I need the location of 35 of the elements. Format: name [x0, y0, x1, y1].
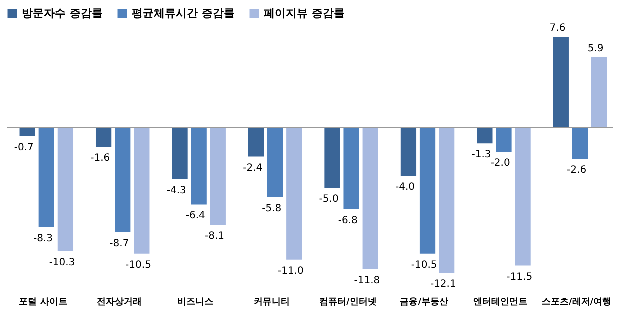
legend-label: 평균체류시간 증감률	[132, 6, 235, 20]
legend-label: 방문자수 증감률	[22, 6, 103, 20]
data-label: 5.9	[588, 43, 604, 54]
data-label: -5.0	[319, 194, 339, 205]
x-tick-label: 커뮤니티	[254, 298, 290, 308]
data-label: -8.7	[110, 238, 130, 250]
data-label: -10.5	[411, 260, 438, 271]
x-tick-label: 스포츠/레저/여행	[542, 298, 612, 308]
data-label: -11.0	[278, 266, 304, 277]
data-label: -5.8	[262, 204, 282, 215]
data-label: -4.0	[396, 182, 416, 193]
data-label: -11.5	[506, 272, 533, 283]
legend-label: 페이지뷰 증감률	[264, 6, 345, 20]
data-label: -0.7	[14, 142, 34, 154]
data-label: -2.0	[490, 158, 510, 170]
data-label: -10.3	[49, 257, 76, 268]
data-label: -12.1	[430, 279, 456, 290]
data-label: -11.8	[354, 275, 380, 286]
data-label: -8.1	[204, 231, 224, 242]
data-label: -1.6	[90, 153, 110, 164]
data-label: -10.5	[126, 260, 152, 271]
x-tick-label: 금융/부동산	[400, 298, 448, 308]
data-label: -8.3	[33, 233, 53, 244]
x-tick-label: 비즈니스	[178, 298, 214, 308]
data-label: -6.4	[186, 210, 206, 222]
data-label: -1.3	[472, 150, 492, 161]
x-tick-label: 엔터테인먼트	[474, 298, 528, 308]
data-label: -6.8	[338, 216, 358, 227]
data-label: -2.4	[243, 162, 263, 174]
data-label: -4.3	[166, 186, 186, 197]
data-label: -2.6	[567, 165, 587, 176]
data-label: 7.6	[550, 23, 566, 34]
x-tick-label: 전자상거래	[96, 298, 142, 308]
x-tick-label: 포털 사이트	[19, 298, 68, 308]
x-tick-label: 컴퓨터/인터넷	[319, 298, 377, 308]
